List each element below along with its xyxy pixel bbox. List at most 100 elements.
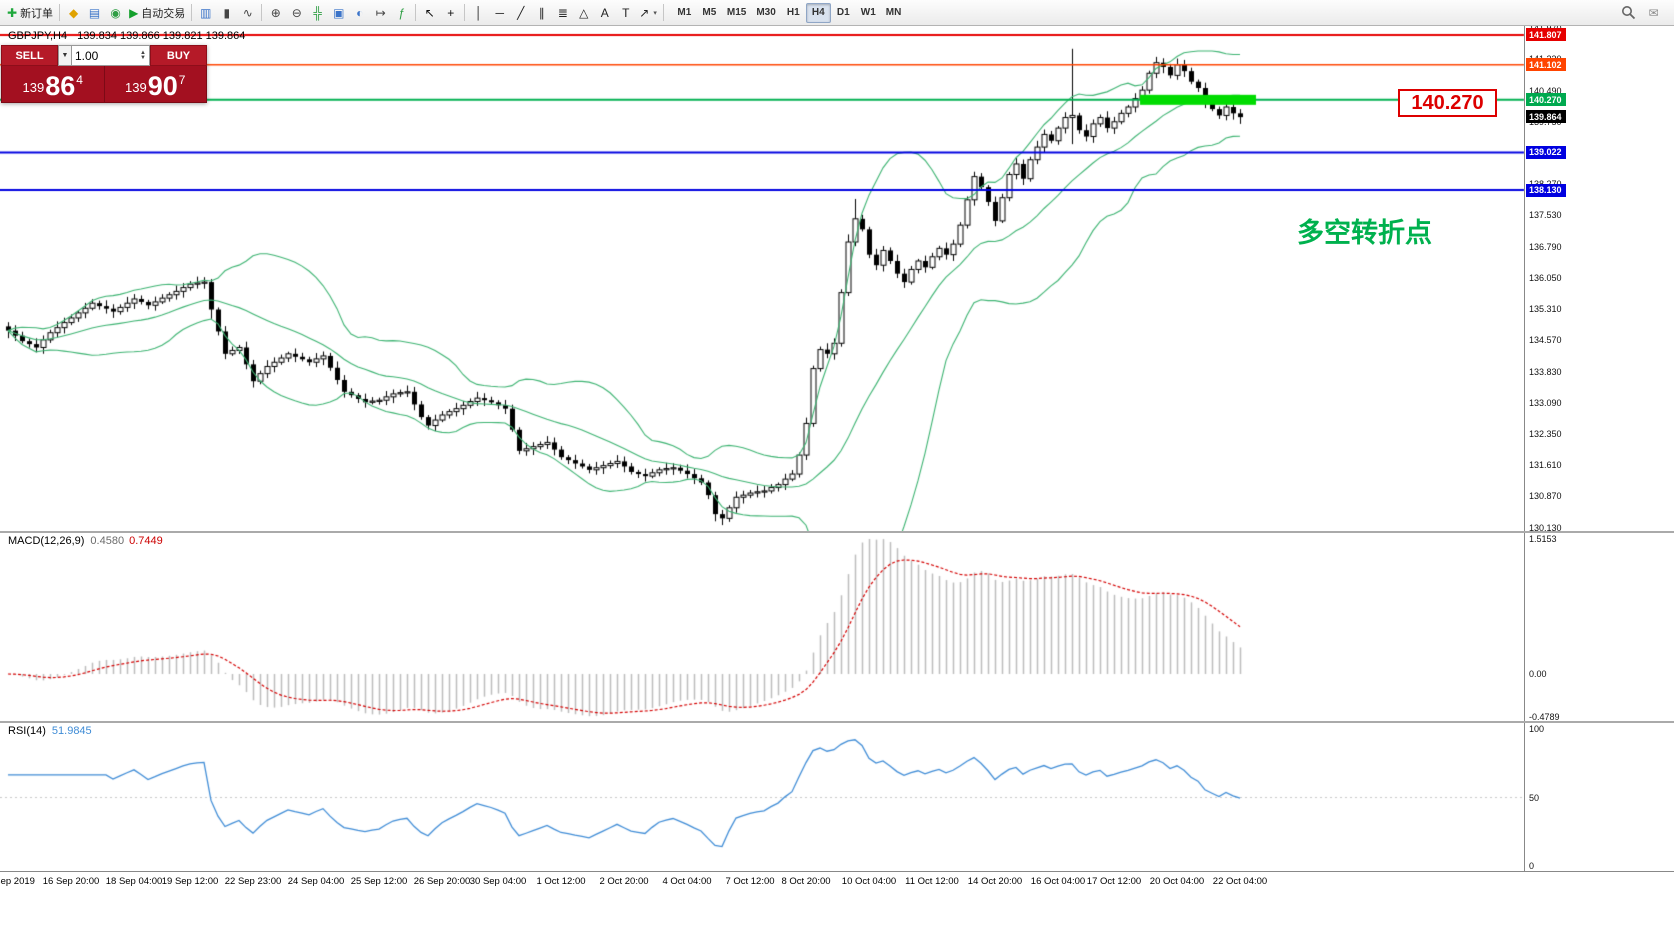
indicators-icon[interactable]: ƒ bbox=[391, 2, 412, 24]
zoom-out-icon[interactable]: ⊖ bbox=[286, 2, 307, 24]
one-click-trading-panel: SELL ▼ 1.00 ▲ ▼ BUY 139 86 4 13 bbox=[1, 45, 207, 103]
date-label: 20 Oct 04:00 bbox=[1149, 876, 1205, 887]
chevron-down-icon: ▼ bbox=[61, 52, 69, 59]
date-label: 16 Sep 20:00 bbox=[42, 876, 100, 887]
fibonacci-icon[interactable]: ≣ bbox=[552, 2, 573, 24]
timeframe-toolbar: M1 M5 M15 M30 H1 H4 D1 W1 MN bbox=[672, 2, 906, 23]
timeframe-m1[interactable]: M1 bbox=[677, 7, 692, 18]
timeframe-h4[interactable]: H4 bbox=[805, 2, 831, 23]
toolbar-separator bbox=[261, 4, 263, 21]
volume-up-icon[interactable]: ▲ bbox=[140, 49, 146, 56]
toolbar-separator bbox=[191, 4, 193, 21]
timeframe-h1[interactable]: H1 bbox=[786, 7, 800, 18]
zoom-in-icon[interactable]: ⊕ bbox=[265, 2, 286, 24]
timeframe-m15[interactable]: M15 bbox=[726, 7, 747, 18]
buy-price-pip: 7 bbox=[178, 73, 186, 87]
sell-price-button[interactable]: 139 86 4 bbox=[2, 66, 104, 102]
price-scale-label: 135.310 bbox=[1529, 304, 1562, 315]
zoom-out-icon: ⊖ bbox=[291, 5, 302, 20]
rsi-panel-splitter[interactable] bbox=[0, 721, 1674, 723]
tile-windows-icon[interactable]: ▣ bbox=[328, 2, 349, 24]
data-window-icon[interactable]: ◉ bbox=[105, 2, 126, 24]
search-icon[interactable] bbox=[1618, 2, 1639, 24]
volume-stepper[interactable]: ▲ ▼ bbox=[140, 49, 146, 61]
volume-down-icon[interactable]: ▼ bbox=[140, 54, 146, 61]
date-label: 1 Oct 12:00 bbox=[536, 876, 586, 887]
autotrading-button[interactable]: ▶ 自动交易 bbox=[126, 2, 188, 24]
market-watch-icon[interactable]: ▤ bbox=[84, 2, 105, 24]
autotrading-button-label: 自动交易 bbox=[141, 7, 186, 20]
timeframe-m5[interactable]: M5 bbox=[702, 7, 717, 18]
buy-button[interactable]: BUY bbox=[150, 45, 207, 66]
text-icon[interactable]: A bbox=[594, 2, 615, 24]
buy-price-button[interactable]: 139 90 7 bbox=[103, 66, 207, 102]
volume-input[interactable]: 1.00 ▲ ▼ bbox=[72, 45, 150, 66]
timeframe-d1[interactable]: D1 bbox=[836, 7, 850, 18]
date-label: 22 Sep 23:00 bbox=[224, 876, 282, 887]
timeframe-w1[interactable]: W1 bbox=[860, 7, 876, 18]
bar-chart-icon[interactable]: ▥ bbox=[195, 2, 216, 24]
rsi-scale-label: 0 bbox=[1529, 861, 1535, 871]
arrows-tool-icon[interactable]: ↗ ▾ bbox=[636, 2, 660, 24]
shapes-icon[interactable]: △ bbox=[573, 2, 594, 24]
date-label: 16 Oct 04:00 bbox=[1030, 876, 1086, 887]
price-scale-label: 140.490 bbox=[1529, 85, 1562, 96]
crosshair-icon[interactable]: + bbox=[440, 2, 461, 24]
channel-icon[interactable]: ∥ bbox=[531, 2, 552, 24]
timeframe-mn[interactable]: MN bbox=[885, 7, 902, 18]
price-chart-canvas[interactable] bbox=[0, 26, 1674, 949]
price-tag: 139.022 bbox=[1526, 145, 1566, 159]
macd-signal-value: 0.7449 bbox=[129, 535, 163, 547]
turning-point-annotation[interactable]: 多空转折点 bbox=[1297, 218, 1432, 248]
buy-price-prefix: 139 bbox=[125, 80, 147, 95]
date-label: 8 Oct 20:00 bbox=[781, 876, 831, 887]
price-scale-label: 132.350 bbox=[1529, 428, 1562, 439]
rsi-value: 51.9845 bbox=[51, 725, 92, 737]
vertical-line-icon: │ bbox=[475, 5, 483, 20]
chart-shift-icon[interactable]: ↦ bbox=[370, 2, 391, 24]
chart-title: GBPJPY,H4 139.834 139.866 139.821 139.86… bbox=[8, 30, 245, 42]
data-window-icon: ◉ bbox=[110, 5, 121, 20]
auto-scroll-icon: ◐ bbox=[356, 5, 364, 20]
date-label: 19 Sep 12:00 bbox=[161, 876, 219, 887]
grid-icon: ╬ bbox=[313, 5, 323, 20]
price-scale-label: 136.790 bbox=[1529, 241, 1562, 252]
text-label-icon: T bbox=[622, 5, 630, 20]
sell-price-pip: 4 bbox=[76, 73, 83, 87]
price-scale-label: 133.090 bbox=[1529, 397, 1562, 408]
community-chat-icon[interactable]: ✉ bbox=[1643, 2, 1664, 24]
macd-scale-label: -0.4789 bbox=[1529, 711, 1560, 722]
indicators-icon: ƒ bbox=[398, 5, 406, 20]
auto-scroll-icon[interactable]: ◐ bbox=[349, 2, 370, 24]
toolbar-separator bbox=[59, 4, 61, 21]
horizontal-line-icon[interactable]: ─ bbox=[489, 2, 510, 24]
trendline-icon[interactable]: ╱ bbox=[510, 2, 531, 24]
market-watch-icon: ▤ bbox=[88, 5, 101, 20]
date-label: 4 Oct 04:00 bbox=[662, 876, 712, 887]
rsi-scale-label: 100 bbox=[1529, 724, 1545, 734]
date-label: 11 Oct 12:00 bbox=[905, 876, 959, 887]
order-type-dropdown[interactable]: ▼ bbox=[58, 45, 72, 66]
price-callout-label[interactable]: 140.270 bbox=[1398, 89, 1497, 117]
toolbar: ✚ 新订单 ◆ ▤ ◉ ▶ 自动交易 ▥ ▮ ∿ ⊕ ⊖ ╬ ▣ ◐ ↦ ƒ ↖ + │ ─ ╱ ∥ ≣ △ A T ↗ ▾ M1 M5 M… bbox=[0, 0, 1674, 26]
rsi-scale-label: 50 bbox=[1529, 792, 1540, 803]
text-label-icon[interactable]: T bbox=[615, 2, 636, 24]
vertical-line-icon[interactable]: │ bbox=[468, 2, 489, 24]
date-label: 26 Sep 20:00 bbox=[413, 876, 471, 887]
cursor-icon: ↖ bbox=[424, 5, 435, 20]
line-chart-icon[interactable]: ∿ bbox=[237, 2, 258, 24]
candlestick-chart-icon[interactable]: ▮ bbox=[216, 2, 237, 24]
new-order-button[interactable]: ✚ 新订单 bbox=[4, 2, 56, 24]
cursor-icon[interactable]: ↖ bbox=[419, 2, 440, 24]
price-scale-label: 131.610 bbox=[1529, 460, 1562, 471]
sell-button[interactable]: SELL bbox=[1, 45, 58, 66]
rsi-name: RSI(14) bbox=[8, 725, 46, 737]
mql5-community-icon[interactable]: ◆ bbox=[63, 2, 84, 24]
toolbar-right-group: ✉ bbox=[1618, 2, 1670, 24]
grid-icon[interactable]: ╬ bbox=[307, 2, 328, 24]
price-axis[interactable]: 141.970141.230140.490139.750139.010138.2… bbox=[1524, 26, 1674, 871]
macd-panel-splitter[interactable] bbox=[0, 531, 1674, 533]
timeframe-m30[interactable]: M30 bbox=[756, 7, 776, 18]
